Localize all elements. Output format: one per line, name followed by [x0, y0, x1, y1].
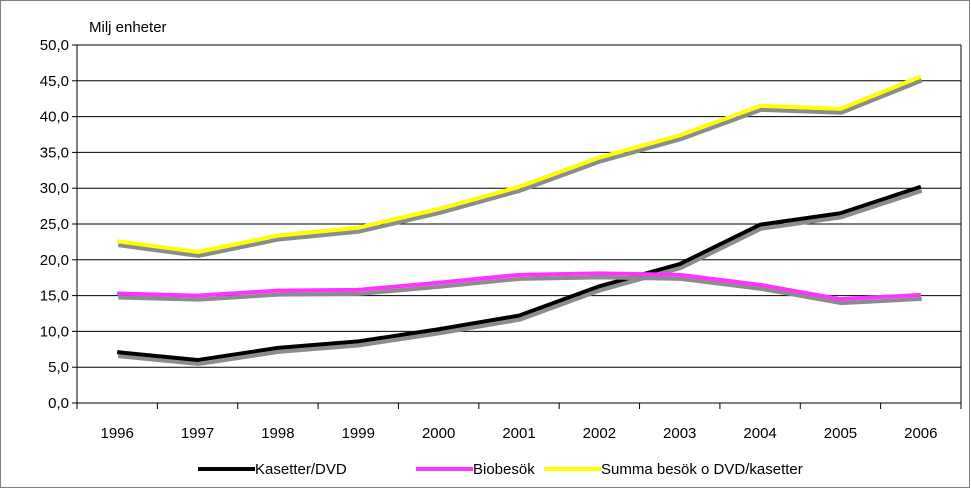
y-tick-label: 50,0: [40, 37, 69, 54]
series-shadow-2: [117, 78, 923, 258]
series-line-2: [116, 74, 922, 254]
series-line-0: [116, 184, 922, 363]
legend-label-2: Summa besök o DVD/kasetter: [601, 461, 803, 478]
x-tick-labels: 1996 1997 1998 1999 2000 2001 2002 2003 2004 2005…: [100, 425, 937, 442]
legend: Kasetter/DVD Biobesök Summa besök o DVD/ka…: [198, 461, 803, 478]
y-tick-label: 40,0: [40, 109, 69, 126]
y-tick-label: 45,0: [40, 73, 69, 90]
x-tick-label: 1999: [342, 425, 375, 442]
y-tick-label: 10,0: [40, 323, 69, 340]
y-tick-labels: 0,0 5,0 10,0 15,0 20,0 25,0 30,0 35,0 40,0 45,0 50…: [40, 37, 69, 412]
x-tick-label: 2004: [743, 425, 776, 442]
x-tick-label: 2001: [502, 425, 535, 442]
y-tick-label: 15,0: [40, 288, 69, 305]
series-shadow-1: [118, 275, 922, 306]
x-tick-label: 2000: [422, 425, 455, 442]
x-tick-label: 1996: [100, 425, 133, 442]
axes: [76, 45, 962, 409]
x-tick-label: 2005: [824, 425, 857, 442]
legend-label-0: Kasetter/DVD: [255, 461, 347, 478]
y-tick-label: 20,0: [40, 252, 69, 269]
x-tick-label: 1997: [181, 425, 214, 442]
x-tick-label: 1998: [261, 425, 294, 442]
x-tick-label: 2003: [663, 425, 696, 442]
y-tick-label: 5,0: [48, 359, 69, 376]
series-shadow-0: [117, 188, 923, 367]
x-tick-label: 2002: [583, 425, 616, 442]
series-line-1: [117, 271, 921, 302]
series-lines: [116, 74, 923, 367]
x-tick-label: 2006: [904, 425, 937, 442]
y-tick-label: 35,0: [40, 144, 69, 161]
y-tick-label: 0,0: [48, 395, 69, 412]
y-tick-label: 25,0: [40, 216, 69, 233]
y-axis-label: Milj enheter: [89, 19, 167, 36]
legend-label-1: Biobesök: [473, 461, 535, 478]
y-tick-label: 30,0: [40, 180, 69, 197]
